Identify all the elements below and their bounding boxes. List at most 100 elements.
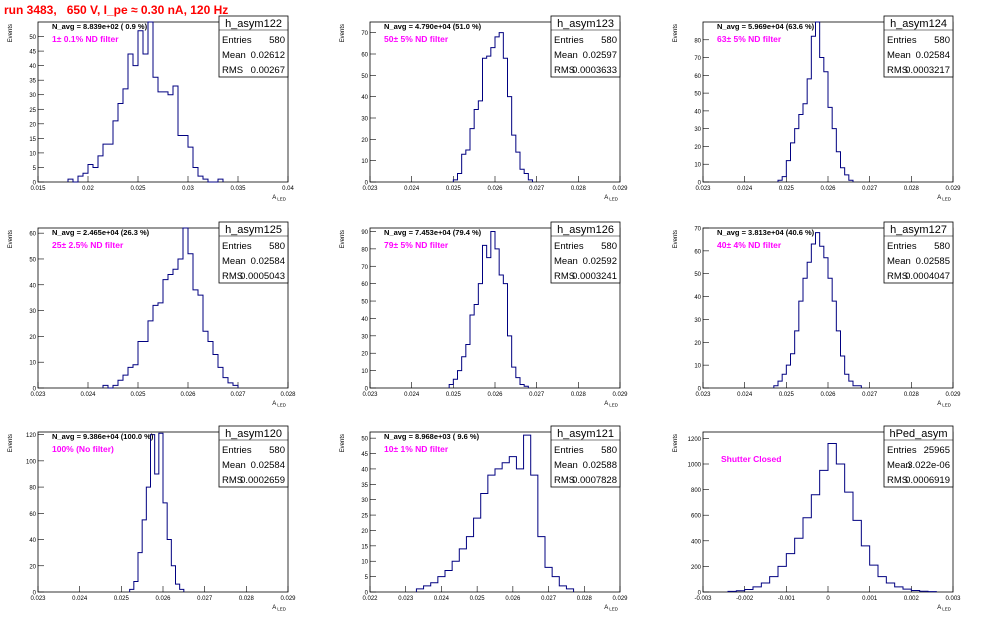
y-tick-label: 25	[361, 514, 368, 520]
x-tick-label: 0.023	[398, 596, 414, 602]
stats-box	[883, 221, 954, 284]
stat-value: 0.02592	[583, 256, 617, 267]
x-tick-label: 0.027	[541, 596, 557, 602]
histogram-line	[727, 443, 937, 593]
y-axis-label: Events	[340, 230, 346, 248]
y-tick-label: 80	[29, 486, 36, 492]
stat-label: Mean	[887, 460, 911, 471]
filter-annotation: Shutter Closed	[721, 454, 781, 464]
y-axis-label: Events	[673, 434, 679, 452]
stat-label: RMS	[554, 271, 575, 282]
histogram-line	[448, 230, 529, 388]
x-axis-label: ALED	[937, 401, 952, 408]
y-tick-label: 20	[29, 564, 36, 570]
y-tick-label: 0	[33, 591, 37, 597]
x-tick-label: 0.027	[529, 392, 545, 398]
navg-annotation: N_avg = 9.386e+04 (100.0 %)	[52, 432, 154, 441]
x-tick-label: 0.025	[470, 596, 486, 602]
x-axis-label: ALED	[604, 605, 619, 612]
y-tick-label: 10	[361, 159, 368, 165]
x-tick-label: 0.029	[945, 392, 961, 398]
histogram-name: h_asym126	[557, 224, 614, 236]
x-tick-label: 0.022	[362, 596, 378, 602]
stat-value: 0.0003633	[572, 65, 617, 76]
navg-annotation: N_avg = 2.465e+04 (26.3 %)	[52, 228, 150, 237]
x-tick-label: 0.023	[362, 186, 378, 192]
x-tick-label: 0.028	[904, 392, 920, 398]
histogram-panel: 0 200 400 600 800 1000 1200 -0.003 -0.002 -0.001 0…	[673, 425, 961, 612]
y-tick-label: 40	[29, 538, 36, 544]
y-tick-label: 10	[694, 364, 701, 370]
histogram-panel: 0 20 40 60 80 100 120 0.023 0.024 0.025 0.026 0.027…	[8, 425, 296, 612]
stat-label: RMS	[887, 475, 908, 486]
y-tick-label: 10	[361, 560, 368, 566]
stat-value: 580	[601, 35, 617, 46]
stat-label: Mean	[222, 256, 246, 267]
y-tick-label: 30	[694, 127, 701, 133]
y-tick-label: 50	[694, 92, 701, 98]
stat-label: RMS	[222, 475, 243, 486]
histogram-name: h_asym122	[225, 18, 282, 30]
stat-value: 0.0003217	[905, 65, 950, 76]
y-axis-label: Events	[673, 24, 679, 42]
x-tick-label: 0.028	[280, 392, 296, 398]
histogram-line	[129, 432, 185, 592]
navg-annotation: N_avg = 8.968e+03 ( 9.6 %)	[384, 432, 480, 441]
x-tick-label: 0.027	[230, 392, 246, 398]
y-tick-label: 30	[29, 93, 36, 99]
stat-value: 580	[269, 241, 285, 252]
y-tick-label: 90	[361, 230, 368, 236]
x-tick-label: -0.001	[778, 596, 796, 602]
y-tick-label: 50	[29, 35, 36, 41]
y-tick-label: 50	[361, 300, 368, 306]
stat-label: RMS	[887, 65, 908, 76]
y-tick-label: 100	[26, 459, 37, 465]
x-axis-label: ALED	[272, 401, 287, 408]
stat-value: 0.0006919	[905, 475, 950, 486]
filter-annotation: 100% (No filter)	[52, 444, 114, 454]
filter-annotation: 1± 0.1% ND filter	[52, 34, 119, 44]
x-tick-label: 0.026	[155, 596, 171, 602]
stats-box	[218, 425, 289, 488]
y-tick-label: 0	[365, 181, 369, 187]
stat-value: 580	[934, 35, 950, 46]
x-tick-label: 0.024	[72, 596, 88, 602]
y-tick-label: 5	[365, 575, 369, 581]
x-axis-label-sub: LED	[277, 607, 287, 612]
y-tick-label: 40	[694, 295, 701, 301]
y-tick-label: 70	[361, 31, 368, 37]
y-tick-label: 70	[694, 227, 701, 233]
run-title: run 3483, 650 V, I_pe ≈ 0.30 nA, 120 Hz	[4, 3, 229, 17]
y-tick-label: 10	[29, 151, 36, 157]
stat-value: 0.0007828	[572, 475, 617, 486]
y-axis-label: Events	[8, 434, 14, 452]
navg-annotation: N_avg = 8.839e+02 ( 0.9 %)	[52, 22, 148, 31]
x-tick-label: 0.025	[779, 186, 795, 192]
x-axis-label-sub: LED	[942, 607, 952, 612]
filter-annotation: 63± 5% ND filter	[717, 34, 782, 44]
histogram-name: h_asym121	[557, 428, 614, 440]
y-tick-label: 80	[361, 247, 368, 253]
histogram-panel: 0 10 20 30 40 50 60 70 80 0.023 0.024 0.025 0.026 0.0…	[673, 15, 961, 202]
x-tick-label: 0.001	[862, 596, 878, 602]
stats-box	[550, 15, 621, 78]
x-axis-label-sub: LED	[277, 197, 287, 202]
plot-frame	[37, 227, 289, 389]
stat-label: Mean	[554, 50, 578, 61]
x-tick-label: 0.023	[30, 596, 46, 602]
x-axis-label-sub: LED	[942, 403, 952, 408]
stat-label: Entries	[554, 445, 584, 456]
x-tick-label: 0.028	[571, 186, 587, 192]
stat-value: 0.0005043	[240, 271, 285, 282]
x-axis-label: ALED	[272, 195, 287, 202]
x-tick-label: 0.035	[230, 186, 246, 192]
x-tick-label: 0.023	[695, 392, 711, 398]
x-tick-label: 0.024	[404, 392, 420, 398]
x-tick-label: 0.02	[82, 186, 94, 192]
x-tick-label: 0.029	[280, 596, 296, 602]
y-axis-label: Events	[8, 24, 14, 42]
y-tick-label: 5	[33, 166, 37, 172]
y-tick-label: 1000	[688, 463, 702, 469]
stat-value: 580	[934, 241, 950, 252]
y-tick-label: 0	[33, 387, 37, 393]
